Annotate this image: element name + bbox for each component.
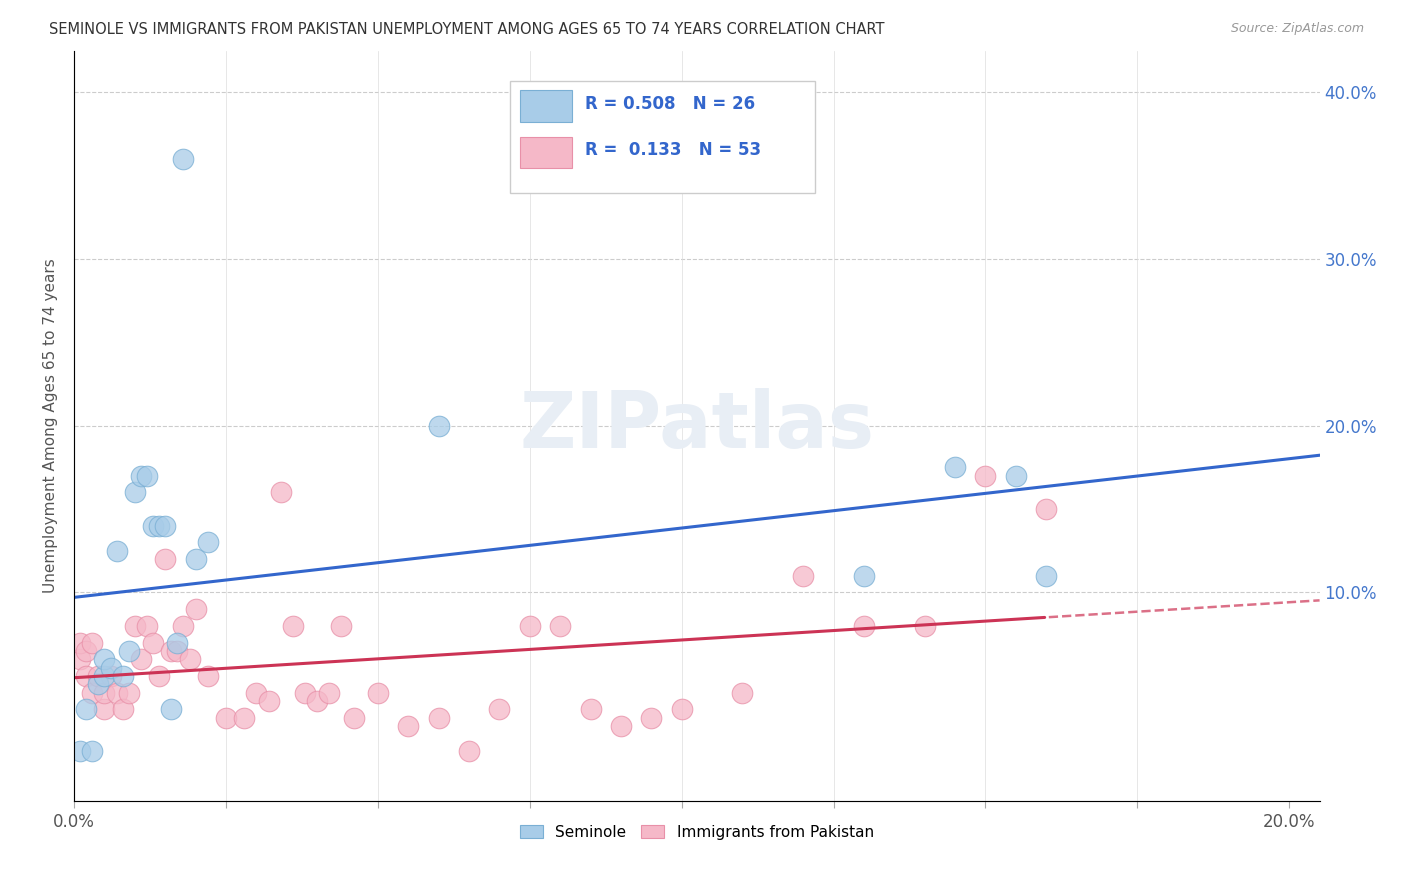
Point <box>184 602 207 616</box>
Point <box>197 669 219 683</box>
Point <box>1035 569 1057 583</box>
Point <box>142 518 165 533</box>
Point <box>136 468 159 483</box>
FancyBboxPatch shape <box>520 90 572 122</box>
Point <box>852 569 875 583</box>
Point <box>148 669 170 683</box>
Point <box>427 710 450 724</box>
Point <box>427 418 450 433</box>
Point <box>69 744 91 758</box>
Point <box>124 619 146 633</box>
Point <box>105 544 128 558</box>
Point <box>640 710 662 724</box>
Point <box>87 677 110 691</box>
Point <box>166 644 188 658</box>
Point <box>82 635 104 649</box>
Point <box>318 685 340 699</box>
Point <box>142 635 165 649</box>
Point <box>172 152 194 166</box>
Point <box>245 685 267 699</box>
Point <box>69 652 91 666</box>
Text: SEMINOLE VS IMMIGRANTS FROM PAKISTAN UNEMPLOYMENT AMONG AGES 65 TO 74 YEARS CORR: SEMINOLE VS IMMIGRANTS FROM PAKISTAN UNE… <box>49 22 884 37</box>
Point <box>129 468 152 483</box>
Point <box>136 619 159 633</box>
Point <box>579 702 602 716</box>
Text: R = 0.508   N = 26: R = 0.508 N = 26 <box>585 95 755 113</box>
Point <box>155 518 177 533</box>
Point <box>82 685 104 699</box>
Point <box>943 460 966 475</box>
Point <box>75 644 97 658</box>
Point <box>160 644 183 658</box>
Point <box>396 719 419 733</box>
Point <box>1004 468 1026 483</box>
Point <box>75 669 97 683</box>
Point <box>294 685 316 699</box>
Point <box>215 710 238 724</box>
Point <box>118 644 141 658</box>
Point <box>342 710 364 724</box>
Point <box>974 468 997 483</box>
Point <box>166 635 188 649</box>
Point <box>307 694 329 708</box>
Point <box>610 719 633 733</box>
Point <box>172 619 194 633</box>
Point <box>197 535 219 549</box>
Point <box>111 702 134 716</box>
Point <box>330 619 353 633</box>
Point <box>914 619 936 633</box>
Point <box>93 702 115 716</box>
FancyBboxPatch shape <box>510 80 815 194</box>
Point <box>1035 502 1057 516</box>
Point <box>82 744 104 758</box>
Point <box>548 619 571 633</box>
Point <box>458 744 481 758</box>
Text: Source: ZipAtlas.com: Source: ZipAtlas.com <box>1230 22 1364 36</box>
Point <box>93 685 115 699</box>
Point <box>129 652 152 666</box>
Point <box>852 619 875 633</box>
Point <box>93 652 115 666</box>
Point <box>792 569 814 583</box>
Point <box>111 669 134 683</box>
FancyBboxPatch shape <box>520 137 572 169</box>
Point <box>488 702 510 716</box>
Point <box>233 710 256 724</box>
Point <box>100 660 122 674</box>
Point <box>75 702 97 716</box>
Legend: Seminole, Immigrants from Pakistan: Seminole, Immigrants from Pakistan <box>513 819 880 846</box>
Point <box>148 518 170 533</box>
Point <box>69 635 91 649</box>
Point <box>184 552 207 566</box>
Text: ZIPatlas: ZIPatlas <box>519 388 875 464</box>
Point <box>281 619 304 633</box>
Point <box>105 685 128 699</box>
Y-axis label: Unemployment Among Ages 65 to 74 years: Unemployment Among Ages 65 to 74 years <box>44 259 58 593</box>
Text: R =  0.133   N = 53: R = 0.133 N = 53 <box>585 142 761 160</box>
Point <box>257 694 280 708</box>
Point <box>519 619 541 633</box>
Point <box>367 685 389 699</box>
Point <box>270 485 292 500</box>
Point <box>100 669 122 683</box>
Point <box>118 685 141 699</box>
Point <box>731 685 754 699</box>
Point <box>671 702 693 716</box>
Point <box>155 552 177 566</box>
Point <box>87 669 110 683</box>
Point <box>93 669 115 683</box>
Point <box>160 702 183 716</box>
Point <box>124 485 146 500</box>
Point <box>179 652 201 666</box>
